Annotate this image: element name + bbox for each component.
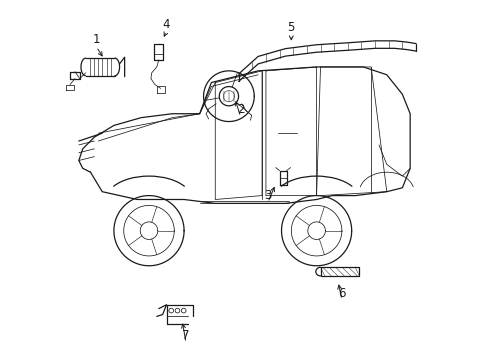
Text: 4: 4 <box>163 18 170 31</box>
Text: 7: 7 <box>182 329 189 342</box>
Text: 2: 2 <box>236 103 244 116</box>
Text: 1: 1 <box>92 33 100 46</box>
Text: 6: 6 <box>338 287 345 300</box>
Text: 3: 3 <box>264 189 271 202</box>
Text: 5: 5 <box>287 22 294 35</box>
